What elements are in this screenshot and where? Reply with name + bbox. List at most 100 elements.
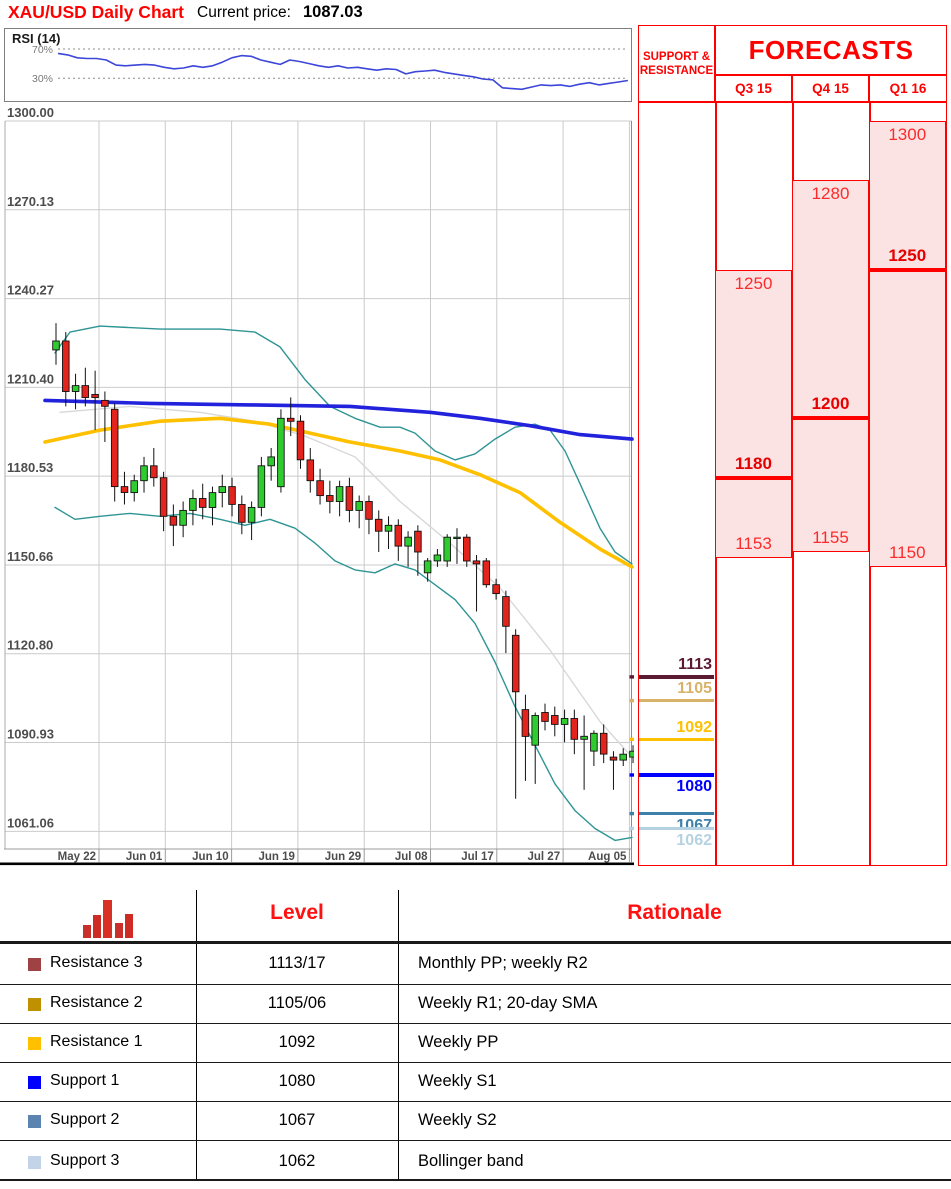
candle [414,525,422,576]
table-row-rule [0,1101,951,1102]
candle [140,456,148,493]
svg-text:Jun 01: Jun 01 [126,851,163,863]
row-label: Resistance 2 [50,994,143,1011]
candle [101,391,109,442]
candle [619,748,627,766]
candle [453,528,461,564]
sma-gray-line [59,405,633,758]
row-level: 1062 [278,1152,316,1170]
forecast-value: 1300 [888,125,927,144]
svg-text:1240.27: 1240.27 [7,283,54,298]
table-row: Resistance 1 1092 Weekly PP [0,1024,951,1063]
table-row: Resistance 3 1113/17 Monthly PP; weekly … [0,945,951,984]
forecast-range-box [715,269,792,558]
legend-square [28,1037,41,1050]
candle [228,477,236,517]
svg-text:Jul 08: Jul 08 [395,851,428,863]
forecast-col-q3-15: Q3 15 [715,75,792,102]
candle [374,510,383,552]
table-border [196,890,197,1180]
rsi-line [57,52,629,91]
row-label: Resistance 3 [50,954,143,971]
row-rationale: Monthly PP; weekly R2 [418,954,588,972]
row-label: Resistance 1 [50,1033,143,1050]
candle [238,495,246,535]
candle [208,486,217,526]
table-header-rationale: Rationale [627,901,722,924]
svg-text:Jul 17: Jul 17 [461,851,494,863]
row-level: 1113/17 [268,954,326,972]
candle [492,578,500,600]
table-border [398,890,399,1180]
row-rationale: Bollinger band [418,1152,524,1170]
candle [551,706,559,737]
candle [443,534,451,567]
row-rationale: Weekly PP [418,1033,499,1051]
sr-level-line [639,773,714,777]
candle [590,730,598,766]
candle [267,448,275,481]
rsi-panel [4,28,632,102]
candle [482,558,491,588]
sr-level-line [639,675,714,679]
candle [286,397,295,437]
legend-square [28,1115,41,1128]
candle [150,448,158,487]
candle [110,403,119,502]
candle [247,501,256,541]
candle [384,516,393,549]
sma-yellow-line [43,416,634,569]
candle [570,709,579,755]
candle [130,474,138,502]
candle [52,323,60,365]
candle [257,456,266,517]
candle [159,471,168,532]
row-rationale: Weekly R1; 20-day SMA [418,994,598,1012]
candle [521,694,530,781]
candle [355,495,363,529]
candle [277,409,285,493]
candle [326,480,334,514]
legend-square [28,998,41,1011]
current-price-value: 1087.03 [303,3,363,21]
svg-text:1180.53: 1180.53 [7,460,53,475]
svg-text:May 22: May 22 [58,851,96,863]
row-level: 1092 [278,1033,316,1051]
svg-text:1210.40: 1210.40 [7,371,54,386]
sr-level-line [639,826,714,831]
candlestick-chart: 1300.00 1270.13 1240.27 1210.40 1180.53 1150.… [0,105,634,866]
row-level: 1080 [278,1072,316,1090]
svg-text:1300.00: 1300.00 [7,105,54,120]
bb-lower-line [54,506,633,842]
table-header-level: Level [270,901,324,924]
candle [433,549,442,567]
candle [511,629,520,799]
table-row: Support 3 1062 Bollinger band [0,1143,951,1182]
candle [306,448,315,493]
svg-text:Jun 10: Jun 10 [192,851,228,863]
forecast-value: 1250 [734,273,773,293]
svg-text:30%: 30% [32,73,53,85]
page-title: XAU/USD Daily Chart [8,2,185,22]
candle [335,480,344,517]
candle [365,495,373,535]
table-row: Support 2 1067 Weekly S2 [0,1102,951,1141]
row-rationale: Weekly S1 [418,1072,497,1090]
svg-text:1120.80: 1120.80 [7,638,53,653]
candle [218,474,227,508]
rsi-indicator-label: RSI (14) [12,31,61,46]
row-rationale: Weekly S2 [418,1111,497,1129]
forecast-value: 1250 [888,245,927,265]
candle [296,415,305,469]
candle [404,531,412,567]
candle [345,477,354,523]
svg-text:1270.13: 1270.13 [7,194,54,209]
sr-level-label: 1113 [678,656,712,674]
forecast-value: 1155 [812,528,849,548]
forecast-value: 1180 [735,453,772,473]
candle [189,489,197,526]
candle [541,703,549,731]
sma-blue-line [43,398,634,441]
rsi-chart: 70% 30% [32,44,629,91]
